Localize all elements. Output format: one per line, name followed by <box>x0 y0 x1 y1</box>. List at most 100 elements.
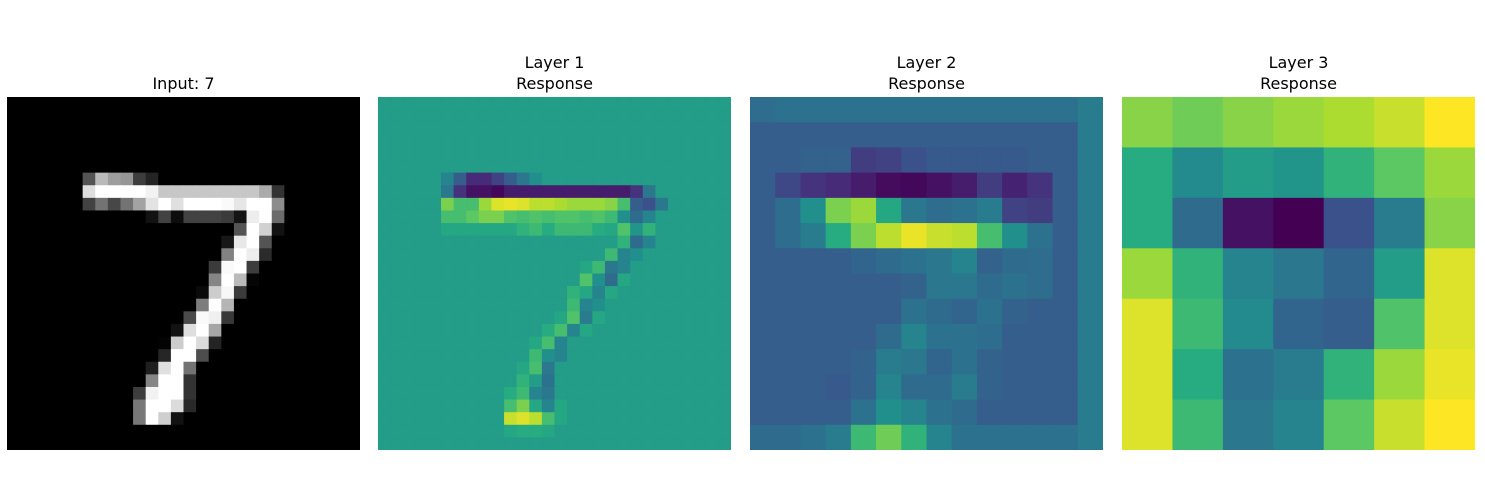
heatmap-cell <box>233 399 248 413</box>
heatmap-cell <box>976 273 1003 300</box>
heatmap-cell <box>642 248 656 262</box>
heatmap-cell <box>415 361 430 375</box>
heatmap-cell <box>208 298 222 312</box>
heatmap-cell <box>390 185 404 199</box>
heatmap-cell <box>233 361 248 375</box>
heatmap-cell <box>19 122 33 136</box>
heatmap-cell <box>158 386 172 401</box>
heatmap-cell <box>554 298 568 312</box>
heatmap-cell <box>775 197 802 224</box>
heatmap-cell <box>309 172 323 186</box>
heatmap-cell <box>403 235 417 249</box>
heatmap-cell <box>233 134 248 149</box>
heatmap-cell <box>693 412 707 426</box>
heatmap-cell <box>208 399 222 413</box>
heatmap-cell <box>57 134 71 149</box>
heatmap-cell <box>107 374 122 388</box>
heatmap-cell <box>718 437 731 450</box>
heatmap-cell <box>259 235 273 249</box>
heatmap-cell <box>579 185 593 199</box>
heatmap-cell <box>441 386 455 401</box>
heatmap-cell <box>567 248 581 262</box>
heatmap-cell <box>466 223 480 237</box>
heatmap-cell <box>1172 298 1224 350</box>
heatmap-cell <box>926 122 953 149</box>
heatmap-cell <box>693 437 707 450</box>
heatmap-cell <box>107 412 122 426</box>
heatmap-cell <box>718 374 731 388</box>
heatmap-cell <box>170 235 185 249</box>
heatmap-cell <box>642 197 656 212</box>
heatmap-cell <box>271 185 285 199</box>
heatmap-cell <box>246 260 260 275</box>
heatmap-cell <box>604 160 619 174</box>
heatmap-cell <box>630 361 644 375</box>
heatmap-cell <box>926 298 953 325</box>
heatmap-cell <box>655 223 669 237</box>
heatmap-cell <box>322 210 336 224</box>
heatmap-cell <box>441 286 455 300</box>
heatmap-cell <box>133 336 147 350</box>
heatmap-cell <box>554 210 568 224</box>
heatmap-cell <box>1052 223 1079 249</box>
heatmap-cell <box>876 248 902 275</box>
heatmap-cell <box>617 361 631 375</box>
heatmap-cell <box>428 172 442 186</box>
heatmap-cell <box>158 361 172 375</box>
heatmap-cell <box>504 286 518 300</box>
heatmap-cell <box>680 122 694 136</box>
heatmap-cell <box>567 424 581 438</box>
heatmap-cell <box>133 97 147 111</box>
heatmap-cell <box>667 412 682 426</box>
heatmap-cell <box>334 399 348 413</box>
heatmap-cell <box>322 386 336 401</box>
heatmap-cell <box>718 349 731 363</box>
heatmap-cell <box>680 336 694 350</box>
heatmap-cell <box>604 412 619 426</box>
heatmap-cell <box>554 109 568 123</box>
heatmap-cell <box>19 424 33 438</box>
heatmap-cell <box>441 349 455 363</box>
heatmap-cell <box>309 361 323 375</box>
heatmap-cell <box>567 273 581 287</box>
heatmap-cell <box>309 210 323 224</box>
heatmap-cell <box>428 260 442 275</box>
heatmap-cell <box>441 210 455 224</box>
heatmap-cell <box>541 424 556 438</box>
heatmap-cell <box>617 298 631 312</box>
heatmap-cell <box>825 298 852 325</box>
heatmap-cell <box>208 336 222 350</box>
heatmap-cell <box>196 260 210 275</box>
heatmap-cell <box>630 185 644 199</box>
heatmap-cell <box>630 147 644 161</box>
heatmap-cell <box>516 109 530 123</box>
heatmap-cell <box>617 122 631 136</box>
heatmap-cell <box>693 122 707 136</box>
heatmap-cell <box>170 109 185 123</box>
heatmap-cell <box>491 323 505 338</box>
heatmap-cell <box>800 147 827 174</box>
heatmap-cell <box>120 134 134 149</box>
heatmap-cell <box>233 260 248 275</box>
heatmap-cell <box>705 336 719 350</box>
heatmap-cell <box>259 336 273 350</box>
heatmap-cell <box>403 197 417 212</box>
heatmap-cell <box>57 399 71 413</box>
heatmap-cell <box>529 210 543 224</box>
heatmap-cell <box>491 424 505 438</box>
heatmap-cell <box>491 172 505 186</box>
heatmap-cell <box>1052 147 1079 174</box>
heatmap-cell <box>604 210 619 224</box>
heatmap-cell <box>529 134 543 149</box>
heatmap-cell <box>347 298 360 312</box>
heatmap-cell <box>441 424 455 438</box>
heatmap-cell <box>478 248 493 262</box>
heatmap-cell <box>579 172 593 186</box>
heatmap-cell <box>541 386 556 401</box>
heatmap-cell <box>120 260 134 275</box>
heatmap-cell <box>541 374 556 388</box>
heatmap-cell <box>441 160 455 174</box>
heatmap-cell <box>926 147 953 174</box>
heatmap-cell <box>44 437 59 450</box>
heatmap-cell <box>246 172 260 186</box>
